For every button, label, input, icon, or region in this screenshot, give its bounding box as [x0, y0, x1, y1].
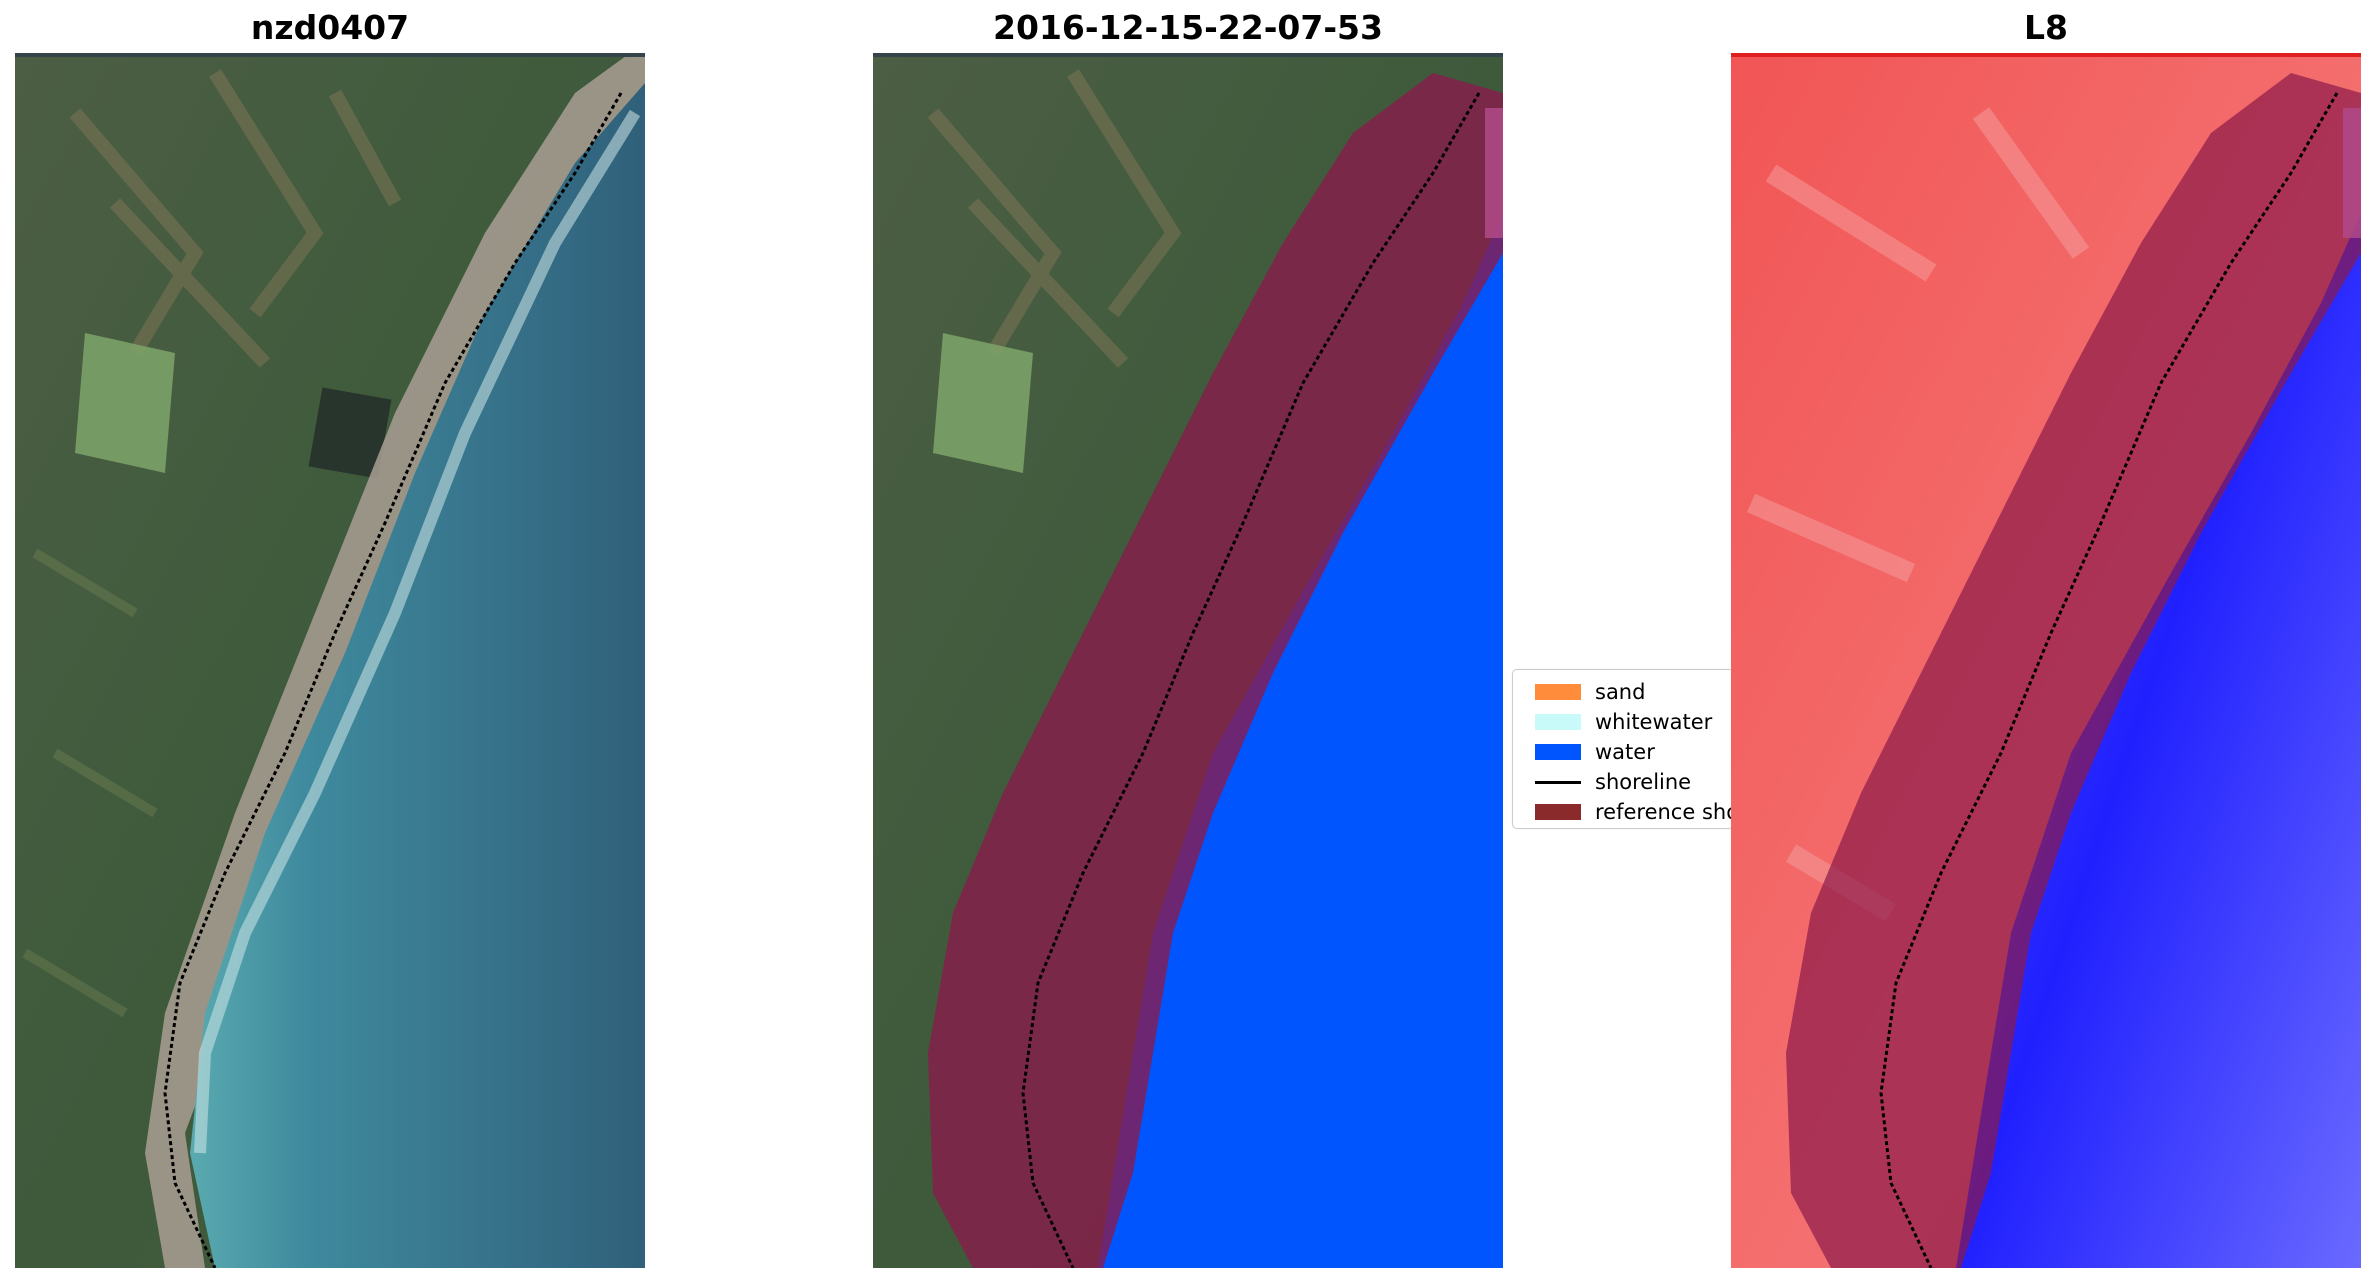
water-swatch — [1535, 744, 1581, 760]
field — [75, 333, 175, 473]
ridge — [69, 69, 402, 368]
legend-label: whitewater — [1595, 710, 1713, 734]
legend-item-shoreline: shoreline — [1523, 769, 1733, 795]
classified-image — [873, 53, 1503, 1268]
water-class-area — [1098, 53, 1503, 1268]
top-border — [873, 53, 1503, 57]
shoreline — [163, 92, 623, 1268]
top-border — [15, 53, 645, 57]
index-image — [1731, 53, 2361, 1268]
sand-swatch — [1535, 684, 1581, 700]
panel-title-2: 2016-12-15-22-07-53 — [993, 8, 1383, 47]
legend-label: water — [1595, 740, 1655, 764]
legend-item-whitewater: whitewater — [1523, 709, 1733, 735]
shoreline — [1021, 92, 1481, 1268]
whitewater-swatch — [1535, 714, 1581, 730]
shoreline — [1879, 92, 2339, 1268]
buffer-swatch — [1535, 804, 1581, 820]
legend-item-sand: sand — [1523, 679, 1733, 705]
ridge — [22, 548, 158, 1018]
panel-title-1: nzd0407 — [250, 8, 410, 47]
surf-zone — [194, 109, 641, 1154]
reference-shoreline-buffer — [928, 73, 1503, 1268]
shoreline-swatch — [1535, 781, 1581, 784]
index-image-panel — [1731, 53, 2361, 1268]
rgb-image-panel — [15, 53, 645, 1268]
reference-shoreline-buffer — [1786, 73, 2361, 1268]
field — [933, 333, 1033, 473]
legend: sand whitewater water shoreline referenc… — [1512, 669, 1734, 829]
classified-image-panel — [873, 53, 1503, 1268]
buffer-edge-patch — [1485, 108, 1503, 238]
texture — [1746, 107, 2090, 922]
top-border — [1731, 53, 2361, 57]
sea-area — [190, 83, 645, 1268]
index-water — [1956, 53, 2361, 1268]
legend-label: reference shoreline buffer — [1595, 800, 1733, 824]
ridge — [927, 69, 1182, 368]
panel-title-3: L8 — [2024, 8, 2068, 47]
rgb-image — [15, 53, 645, 1268]
legend-label: shoreline — [1595, 770, 1692, 794]
dark-block — [308, 387, 392, 479]
legend-item-water: water — [1523, 739, 1733, 765]
legend-label: sand — [1595, 680, 1646, 704]
legend-item-reference-shoreline: reference shoreline buffer — [1523, 799, 1733, 825]
buffer-edge-patch — [2343, 108, 2361, 238]
